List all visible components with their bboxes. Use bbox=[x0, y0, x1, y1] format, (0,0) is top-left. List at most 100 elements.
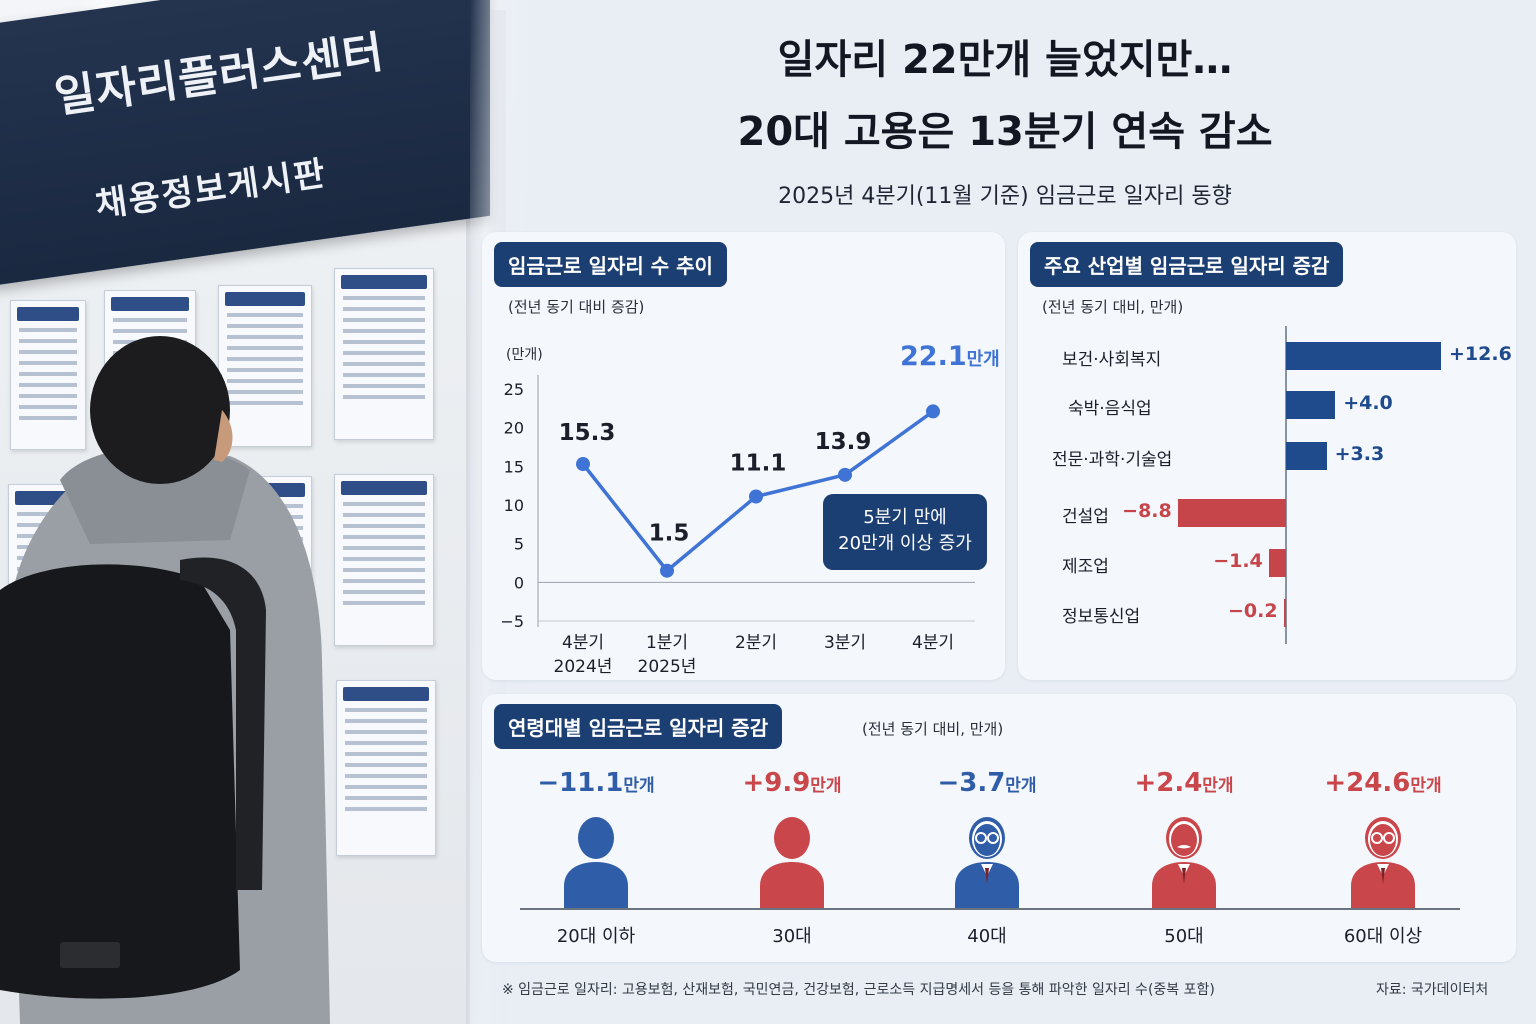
trend-point bbox=[838, 467, 852, 482]
trend-point bbox=[926, 404, 940, 419]
icon-body bbox=[955, 862, 1019, 908]
icon-tie bbox=[1182, 868, 1186, 884]
icon-face-fill bbox=[1370, 824, 1396, 856]
trend-line-chart: 25 20 15 10 5 0 −5 4분기 2024년 1분기 2025년 2분기 3분기 4분기 15.… bbox=[500, 341, 1000, 677]
young-person-icon bbox=[564, 817, 628, 908]
icon-body bbox=[1351, 862, 1415, 908]
x-tick-label: 4분기 bbox=[562, 633, 604, 653]
industry-value-label: −8.8 bbox=[1122, 500, 1172, 522]
headline-subtitle: 2025년 4분기(11월 기준) 임금근로 일자리 동향 bbox=[778, 184, 1232, 209]
job-seeker-person bbox=[0, 336, 330, 1024]
person-icon bbox=[760, 817, 824, 908]
trend-point bbox=[749, 489, 763, 504]
trend-value-label: 13.9 bbox=[815, 429, 872, 455]
trend-panel-title: 임금근로 일자리 수 추이 bbox=[494, 242, 727, 287]
industry-label: 보건·사회복지 bbox=[1062, 350, 1162, 370]
icon-glasses-right bbox=[987, 832, 999, 844]
icon-body bbox=[760, 862, 824, 908]
x-tick-label: 1분기 bbox=[646, 633, 688, 653]
icon-body bbox=[564, 862, 628, 908]
y-tick-label: 20 bbox=[504, 419, 524, 438]
industry-value-label: +4.0 bbox=[1343, 392, 1393, 414]
icon-glasses-left bbox=[975, 832, 987, 844]
industry-label: 제조업 bbox=[1062, 557, 1109, 577]
age-group-label: 30대 bbox=[772, 926, 812, 947]
trend-point bbox=[576, 457, 590, 472]
industry-panel bbox=[1018, 232, 1516, 680]
industry-value-label: −0.2 bbox=[1227, 600, 1278, 622]
y-tick-label: 0 bbox=[514, 573, 524, 592]
industry-zero-axis bbox=[1285, 326, 1287, 644]
icon-head bbox=[578, 817, 614, 859]
icon-glasses-right bbox=[1383, 832, 1395, 844]
trend-value-label: 15.3 bbox=[559, 420, 616, 446]
icon-head bbox=[774, 817, 810, 859]
icon-face-fill bbox=[974, 824, 1000, 856]
industry-label: 정보통신업 bbox=[1062, 607, 1141, 627]
x-tick-year-label: 2024년 bbox=[554, 657, 613, 677]
person-mustache-icon bbox=[1152, 817, 1216, 908]
trend-panel-note: (전년 동기 대비 증감) bbox=[508, 298, 645, 316]
source-credit: 자료: 국가데이터처 bbox=[1376, 982, 1489, 998]
job-poster bbox=[334, 268, 434, 440]
job-poster bbox=[334, 474, 434, 646]
industry-bar bbox=[1283, 599, 1286, 627]
icon-glasses-left bbox=[1371, 832, 1383, 844]
age-group-label: 50대 bbox=[1164, 926, 1204, 947]
y-tick-label: 15 bbox=[504, 457, 524, 476]
job-poster bbox=[336, 680, 436, 856]
icon-body bbox=[1152, 862, 1216, 908]
trend-callout-box: 5분기 만에 20만개 이상 증가 bbox=[823, 494, 987, 570]
industry-bar bbox=[1177, 499, 1286, 527]
age-value-label: +2.4만개 bbox=[1134, 768, 1234, 798]
industry-value-label: +3.3 bbox=[1334, 443, 1385, 465]
headline-line1: 일자리 22만개 늘었지만… bbox=[777, 37, 1233, 83]
industry-bar bbox=[1268, 549, 1286, 577]
industry-value-label: +12.6 bbox=[1449, 343, 1512, 365]
trend-callout-line1: 5분기 만에 bbox=[863, 507, 947, 528]
icon-tie bbox=[1381, 868, 1385, 884]
y-tick-label: 10 bbox=[504, 496, 524, 515]
icon-face-fill bbox=[1171, 824, 1197, 856]
age-value-label: +24.6만개 bbox=[1324, 768, 1442, 798]
trend-y-unit: (만개) bbox=[506, 347, 543, 363]
trend-point bbox=[660, 563, 674, 578]
x-tick-label: 3분기 bbox=[824, 633, 866, 653]
job-poster bbox=[10, 300, 86, 450]
elderly-person-glasses-icon bbox=[1351, 817, 1415, 908]
age-value-label: +9.9만개 bbox=[742, 768, 842, 798]
footnote: ※ 임금근로 일자리: 고용보험, 산재보험, 국민연금, 건강보험, 근로소득… bbox=[502, 982, 1215, 998]
age-panel-title: 연령대별 임금근로 일자리 증감 bbox=[494, 704, 783, 749]
industry-bar bbox=[1286, 442, 1327, 470]
x-tick-label: 4분기 bbox=[912, 633, 954, 653]
person-glasses-icon bbox=[955, 817, 1019, 908]
y-tick-label: −5 bbox=[500, 612, 524, 631]
x-tick-label: 2분기 bbox=[735, 633, 777, 653]
trend-panel bbox=[482, 232, 1005, 680]
age-value-label: −3.7만개 bbox=[937, 768, 1037, 798]
industry-bar bbox=[1286, 391, 1336, 419]
job-poster bbox=[218, 285, 312, 447]
age-group-label: 20대 이하 bbox=[556, 926, 636, 947]
trend-callout-line2: 20만개 이상 증가 bbox=[838, 533, 972, 554]
age-group-label: 40대 bbox=[967, 926, 1007, 947]
age-panel-note: (전년 동기 대비, 만개) bbox=[862, 720, 1004, 738]
icon-tie bbox=[985, 868, 989, 884]
industry-value-label: −1.4 bbox=[1213, 550, 1263, 572]
industry-label: 건설업 bbox=[1062, 507, 1109, 527]
industry-label: 전문·과학·기술업 bbox=[1052, 450, 1173, 470]
industry-panel-note: (전년 동기 대비, 만개) bbox=[1042, 298, 1184, 316]
age-group-label: 60대 이상 bbox=[1343, 926, 1423, 947]
trend-value-label-latest: 22.1만개 bbox=[900, 341, 1000, 372]
headline-line2: 20대 고용은 13분기 연속 감소 bbox=[737, 109, 1273, 155]
y-tick-label: 25 bbox=[504, 380, 524, 399]
industry-panel-title: 주요 산업별 임금근로 일자리 증감 bbox=[1030, 242, 1344, 287]
trend-value-label: 11.1 bbox=[730, 450, 787, 476]
trend-value-label: 1.5 bbox=[649, 521, 690, 547]
age-value-label: −11.1만개 bbox=[537, 768, 655, 798]
industry-bar bbox=[1286, 342, 1441, 370]
age-baseline bbox=[520, 908, 1460, 910]
icon-mustache bbox=[1177, 845, 1191, 849]
industry-label: 숙박·음식업 bbox=[1068, 399, 1152, 419]
y-tick-label: 5 bbox=[514, 535, 524, 554]
